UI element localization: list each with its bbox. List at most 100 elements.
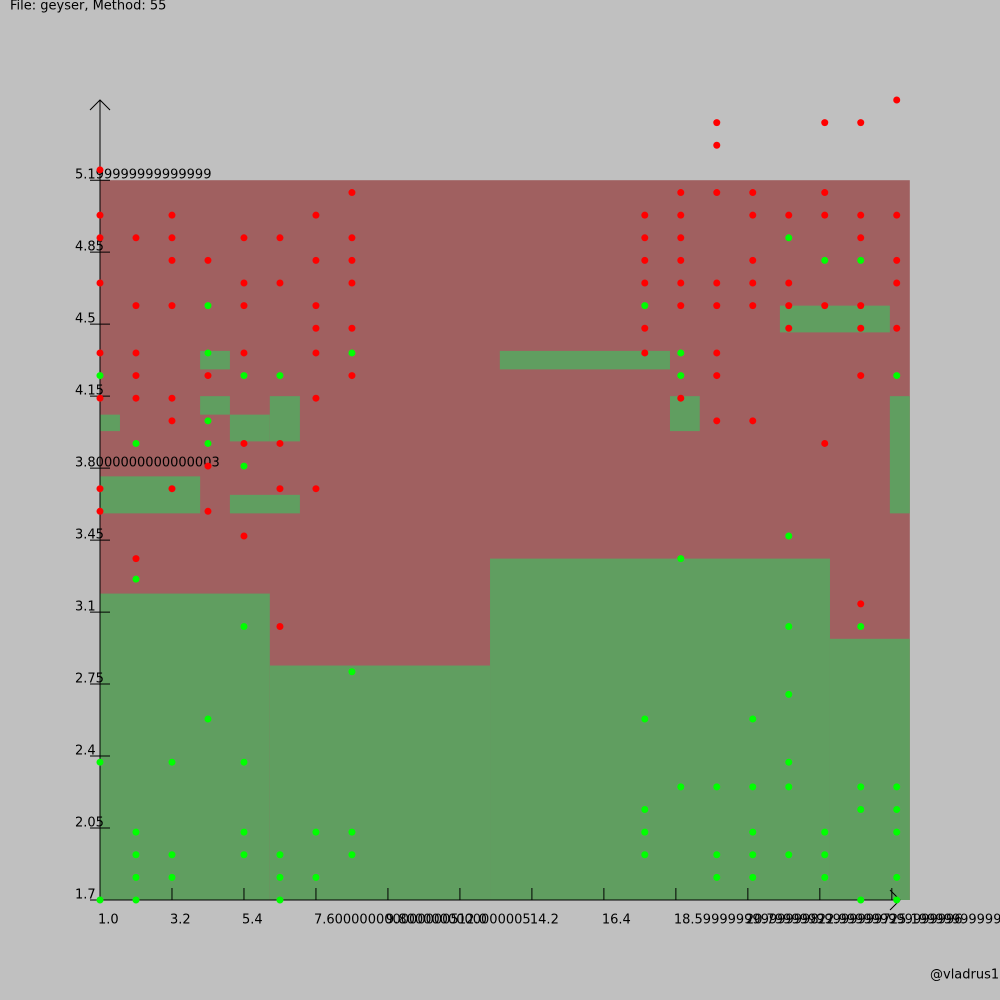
decision-region — [499, 350, 670, 370]
point — [821, 851, 829, 859]
point — [204, 439, 212, 447]
point — [204, 302, 212, 310]
point — [204, 349, 212, 357]
point — [312, 302, 320, 310]
decision-region — [829, 638, 910, 900]
point — [749, 302, 757, 310]
point — [641, 302, 649, 310]
point — [893, 828, 901, 836]
point — [240, 851, 248, 859]
x-tick-label: 5.4 — [242, 913, 263, 928]
point — [276, 851, 284, 859]
point — [348, 372, 356, 380]
points — [96, 96, 901, 904]
point — [857, 783, 865, 791]
point — [348, 851, 356, 859]
point — [168, 302, 176, 310]
point — [276, 279, 284, 287]
decision-region — [100, 476, 201, 514]
point — [821, 873, 829, 881]
point — [204, 256, 212, 264]
point — [713, 372, 721, 380]
x-tick-label: 14.2 — [530, 913, 559, 928]
point — [276, 622, 284, 630]
point — [857, 302, 865, 310]
point — [276, 372, 284, 380]
point — [96, 166, 104, 174]
y-tick-label: 3.1 — [75, 600, 96, 615]
point — [204, 715, 212, 723]
point — [893, 783, 901, 791]
point — [204, 462, 212, 470]
point — [204, 372, 212, 380]
point — [312, 211, 320, 219]
point — [677, 256, 685, 264]
point — [240, 372, 248, 380]
point — [713, 302, 721, 310]
point — [857, 372, 865, 380]
point — [821, 211, 829, 219]
decision-region — [229, 414, 270, 442]
point — [132, 349, 140, 357]
point — [96, 394, 104, 402]
x-tick-label: 20.799999999999997 — [746, 913, 891, 928]
chart-title: File: geyser, Method: 55 — [10, 0, 166, 14]
point — [713, 349, 721, 357]
point — [893, 806, 901, 814]
point — [749, 873, 757, 881]
point — [713, 851, 721, 859]
point — [348, 324, 356, 332]
point — [96, 758, 104, 766]
point — [168, 234, 176, 242]
point — [749, 279, 757, 287]
point — [641, 349, 649, 357]
point — [168, 394, 176, 402]
point — [312, 324, 320, 332]
point — [677, 555, 685, 563]
decision-region — [490, 558, 830, 900]
point — [749, 256, 757, 264]
point — [713, 141, 721, 149]
point — [857, 622, 865, 630]
y-tick-label: 4.5 — [75, 312, 96, 327]
point — [240, 439, 248, 447]
point — [857, 119, 865, 127]
decision-region — [269, 665, 491, 900]
point — [677, 302, 685, 310]
point — [348, 279, 356, 287]
point — [713, 279, 721, 287]
point — [348, 234, 356, 242]
y-tick-label: 5.199999999999999 — [75, 168, 211, 183]
point — [821, 828, 829, 836]
point — [749, 783, 757, 791]
point — [857, 211, 865, 219]
point — [132, 575, 140, 583]
point — [677, 189, 685, 197]
x-tick-label: 9.8000000000000005 — [386, 913, 531, 928]
point — [785, 783, 793, 791]
point — [96, 211, 104, 219]
regions — [100, 180, 910, 900]
point — [785, 279, 793, 287]
point — [348, 256, 356, 264]
point — [713, 417, 721, 425]
point — [132, 896, 140, 904]
point — [96, 485, 104, 493]
decision-region — [269, 396, 300, 442]
point — [785, 690, 793, 698]
x-tick-label: 22.999999999999996 — [818, 913, 963, 928]
y-tick-label: 2.4 — [75, 744, 96, 759]
point — [821, 119, 829, 127]
point — [96, 507, 104, 515]
point — [276, 873, 284, 881]
y-axis-arrow — [89, 99, 111, 111]
y-tick-label: 4.85 — [75, 240, 104, 255]
point — [641, 806, 649, 814]
point — [785, 211, 793, 219]
point — [893, 372, 901, 380]
axes — [89, 99, 901, 911]
point — [749, 851, 757, 859]
point — [132, 394, 140, 402]
point — [677, 394, 685, 402]
point — [168, 485, 176, 493]
